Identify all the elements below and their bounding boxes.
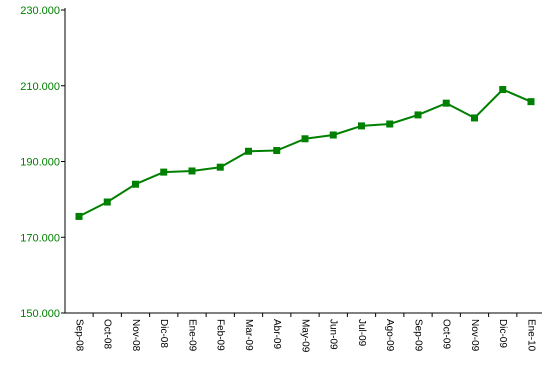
x-tick-label: May-09: [299, 319, 310, 353]
x-tick-label: Jul-09: [356, 319, 367, 347]
x-tick-label: Jun-09: [328, 319, 339, 350]
data-point-marker: [358, 122, 365, 130]
x-tick-label: Oct-08: [102, 319, 113, 349]
data-point-marker: [245, 147, 252, 155]
x-tick-label: Mar-09: [243, 319, 254, 351]
x-tick-label: Abr-09: [271, 319, 282, 349]
x-tick-label: Ago-09: [384, 319, 395, 352]
x-tick-label: Nov-08: [130, 319, 141, 352]
series-group: [75, 86, 535, 220]
series-line: [78, 88, 532, 218]
x-axis: Sep-08 Oct-08 Nov-08 Dic-08 Ene-09 Feb-09 Mar-…: [65, 312, 542, 353]
y-tick-label: 210.000: [20, 81, 60, 93]
y-tick-label: 230.000: [20, 5, 60, 17]
data-point-marker: [160, 168, 168, 176]
data-point-marker: [471, 114, 478, 122]
y-tick-label: 170.000: [20, 232, 60, 244]
y-tick-label: 190.000: [20, 157, 60, 169]
data-point-marker: [301, 135, 309, 143]
x-tick-label: Nov-09: [469, 319, 480, 352]
x-tick-label: Ene-09: [186, 319, 197, 352]
y-axis: 150.000 170.000 190.000 210.000 230.000: [20, 5, 66, 320]
data-point-marker: [103, 198, 111, 206]
data-point-marker: [216, 163, 224, 171]
data-point-marker: [414, 111, 422, 119]
data-point-marker: [386, 120, 394, 128]
data-point-marker: [273, 147, 281, 155]
data-point-marker: [442, 99, 450, 107]
x-tick-label: Dic-08: [158, 319, 169, 348]
x-tick-label: Ene-10: [525, 319, 536, 352]
data-point-marker: [527, 98, 535, 106]
x-tick-label: Sep-09: [412, 319, 423, 352]
x-tick-label: Feb-09: [215, 319, 226, 351]
data-point-marker: [75, 212, 83, 220]
data-point-marker: [188, 167, 196, 175]
y-tick-label: 150.000: [20, 308, 60, 320]
data-point-marker: [499, 86, 507, 94]
x-tick-label: Dic-09: [497, 319, 508, 348]
x-tick-label: Oct-09: [441, 319, 452, 349]
x-tick-label: Sep-08: [73, 319, 84, 352]
data-point-marker: [132, 180, 139, 188]
data-point-marker: [329, 131, 337, 139]
